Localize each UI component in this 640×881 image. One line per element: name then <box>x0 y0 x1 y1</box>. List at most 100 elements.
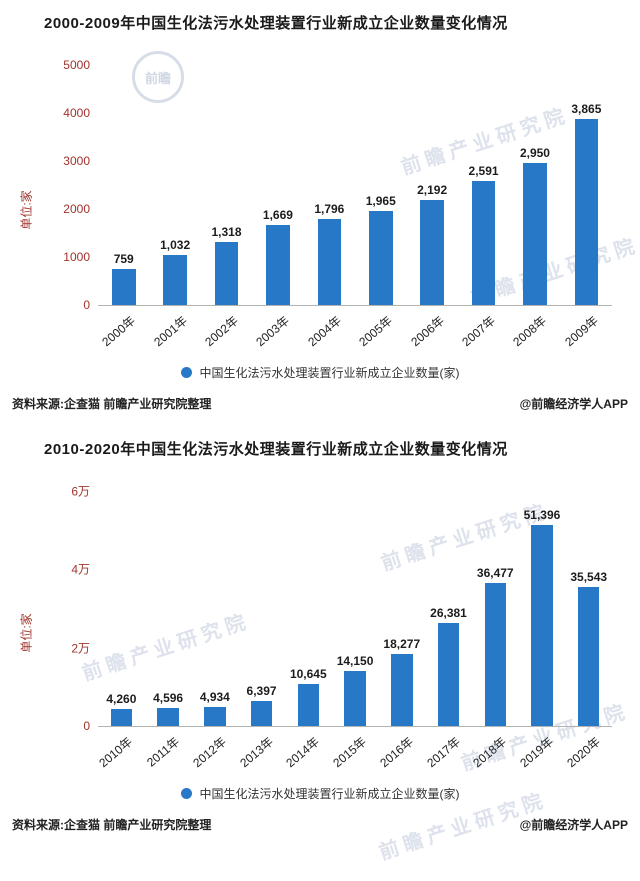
bar-value-label: 26,381 <box>430 605 467 620</box>
bar-slot: 1,032 <box>149 65 200 305</box>
bar-value-label: 1,796 <box>314 201 345 216</box>
chart-title: 2000-2009年中国生化法污水处理装置行业新成立企业数量变化情况 <box>44 15 508 32</box>
source-note: 资料来源:企查猫 前瞻产业研究院整理 <box>12 397 212 411</box>
x-tick-label: 2017年 <box>423 734 463 771</box>
x-tick-label: 2008年 <box>510 313 550 350</box>
bar-slot: 1,669 <box>252 65 303 305</box>
plot-wrap: 前瞻产业研究院 前瞻产业研究院 前瞻产业研究院 0 2万 4万 6万 4,260 4,59… <box>71 485 632 776</box>
bar <box>484 583 506 726</box>
x-tick-label: 2005年 <box>356 313 396 350</box>
bar-value-label: 36,477 <box>476 566 514 581</box>
x-tick-label: 2003年 <box>253 313 293 350</box>
x-tick-slot: 2007年 <box>458 306 509 354</box>
bar <box>391 654 413 726</box>
bar-value-label: 2,950 <box>519 146 550 161</box>
y-axis-unit-label: 单位:家 <box>19 189 34 230</box>
chart-body: 单位:家 前瞻产业研究院 前瞻产业研究院 前瞻产业研究院 0 2万 4万 6万 4,26… <box>10 485 632 776</box>
bars: 4,260 4,596 4,934 6,397 10,645 14,150 18,277 26… <box>98 491 612 726</box>
bar <box>157 708 179 726</box>
bar <box>111 268 136 305</box>
bar <box>471 180 496 305</box>
x-tick-label: 2006年 <box>407 313 447 350</box>
y-tick-label: 0 <box>83 298 90 312</box>
bar-slot: 2,192 <box>406 65 457 305</box>
chart-block-2000-2009: 2000-2009年中国生化法污水处理装置行业新成立企业数量变化情况 单位:家 … <box>10 12 640 412</box>
x-tick-label: 2012年 <box>190 734 229 771</box>
y-tick-label: 5000 <box>63 58 90 72</box>
x-tick-label: 2013年 <box>236 734 276 771</box>
bar-value-label: 6,397 <box>246 683 277 698</box>
x-tick-slot: 2011年 <box>144 727 192 775</box>
x-axis-labels: 2000年 2001年 2002年 2003年 2004年 2005年 2006年 2007年… <box>98 306 612 354</box>
credit-note: @前瞻经济学人APP <box>519 397 628 411</box>
bar-value-label: 51,396 <box>523 507 561 522</box>
y-axis-unit-label: 单位:家 <box>19 613 34 653</box>
bar-value-label: 1,032 <box>160 238 191 253</box>
x-tick-label: 2004年 <box>305 313 344 350</box>
bar <box>204 706 226 726</box>
x-tick-slot: 2013年 <box>236 727 285 775</box>
legend-label: 中国生化法污水处理装置行业新成立企业数量(家) <box>199 787 460 801</box>
bar-slot: 10,645 <box>285 491 332 726</box>
x-tick-slot: 2004年 <box>304 306 355 354</box>
bar-value-label: 3,865 <box>571 102 602 117</box>
x-tick-label: 2015年 <box>330 734 370 771</box>
x-tick-slot: 2003年 <box>252 306 303 354</box>
source-note: 资料来源:企查猫 前瞻产业研究院整理 <box>12 818 212 832</box>
bar-value-label: 2,192 <box>417 182 448 197</box>
bar <box>110 709 133 726</box>
x-tick-label: 2018年 <box>470 734 510 771</box>
x-tick-slot: 2014年 <box>283 727 332 775</box>
x-tick-label: 2002年 <box>202 313 241 350</box>
bar-value-label: 2,591 <box>468 163 499 178</box>
bar-slot: 14,150 <box>332 491 379 726</box>
bar-value-label: 35,543 <box>570 569 608 584</box>
bar-value-label: 18,277 <box>383 637 421 652</box>
bar-slot: 4,260 <box>98 491 145 726</box>
legend-label: 中国生化法污水处理装置行业新成立企业数量(家) <box>199 366 460 380</box>
y-tick-label: 1000 <box>63 250 90 264</box>
x-tick-slot: 2010年 <box>96 727 145 775</box>
x-tick-label: 2007年 <box>459 313 498 350</box>
x-tick-slot: 2006年 <box>406 306 457 354</box>
x-tick-label: 2000年 <box>99 313 139 350</box>
x-tick-slot: 2000年 <box>98 306 149 354</box>
chart-title: 2010-2020年中国生化法污水处理装置行业新成立企业数量变化情况 <box>44 441 508 458</box>
bar <box>317 218 342 305</box>
source-row: 资料来源:企查猫 前瞻产业研究院整理 @前瞻经济学人APP <box>10 395 630 412</box>
x-tick-slot: 2008年 <box>509 306 560 354</box>
y-tick-label: 6万 <box>71 484 90 499</box>
x-tick-slot: 2016年 <box>377 727 425 775</box>
legend-marker-icon <box>180 367 192 378</box>
bar <box>163 255 187 305</box>
x-tick-label: 2010年 <box>96 734 136 771</box>
x-tick-label: 2020年 <box>564 734 603 771</box>
legend: 中国生化法污水处理装置行业新成立企业数量(家) <box>10 785 630 802</box>
x-tick-label: 2014年 <box>283 734 323 771</box>
x-tick-label: 2009年 <box>562 313 601 350</box>
bar-slot: 1,965 <box>355 65 406 305</box>
x-tick-slot: 2009年 <box>561 306 612 354</box>
x-tick-slot: 2017年 <box>423 727 472 775</box>
bar-slot: 4,596 <box>145 491 192 726</box>
y-tick-label: 3000 <box>63 154 90 168</box>
bar-slot: 2,591 <box>458 65 509 305</box>
credit-note: @前瞻经济学人APP <box>519 818 628 832</box>
x-tick-label: 2019年 <box>517 734 557 771</box>
legend-marker-icon <box>180 788 192 799</box>
x-tick-slot: 2012年 <box>190 727 238 775</box>
plot-wrap: 前瞻 前瞻产业研究院 前瞻产业研究院 0 1000 2000 3000 4000 5000… <box>63 51 640 354</box>
bar-value-label: 759 <box>113 251 134 266</box>
bar-slot: 51,396 <box>519 491 566 726</box>
bar <box>368 210 393 305</box>
x-tick-slot: 2005年 <box>355 306 406 354</box>
bar-slot: 4,934 <box>191 491 238 726</box>
x-axis-labels: 2010年 2011年 2012年 2013年 2014年 2015年 2016年 2017年… <box>96 727 612 775</box>
bar-slot: 36,477 <box>472 491 519 726</box>
bar-value-label: 14,150 <box>336 653 374 668</box>
plot-area: 0 2万 4万 6万 4,260 4,596 4,934 6,397 10,645 14,150 1… <box>71 485 612 733</box>
bar-value-label: 4,596 <box>153 691 184 705</box>
bar <box>577 586 600 726</box>
bar-value-label: 4,260 <box>106 692 137 707</box>
bar-slot: 26,381 <box>425 491 472 726</box>
